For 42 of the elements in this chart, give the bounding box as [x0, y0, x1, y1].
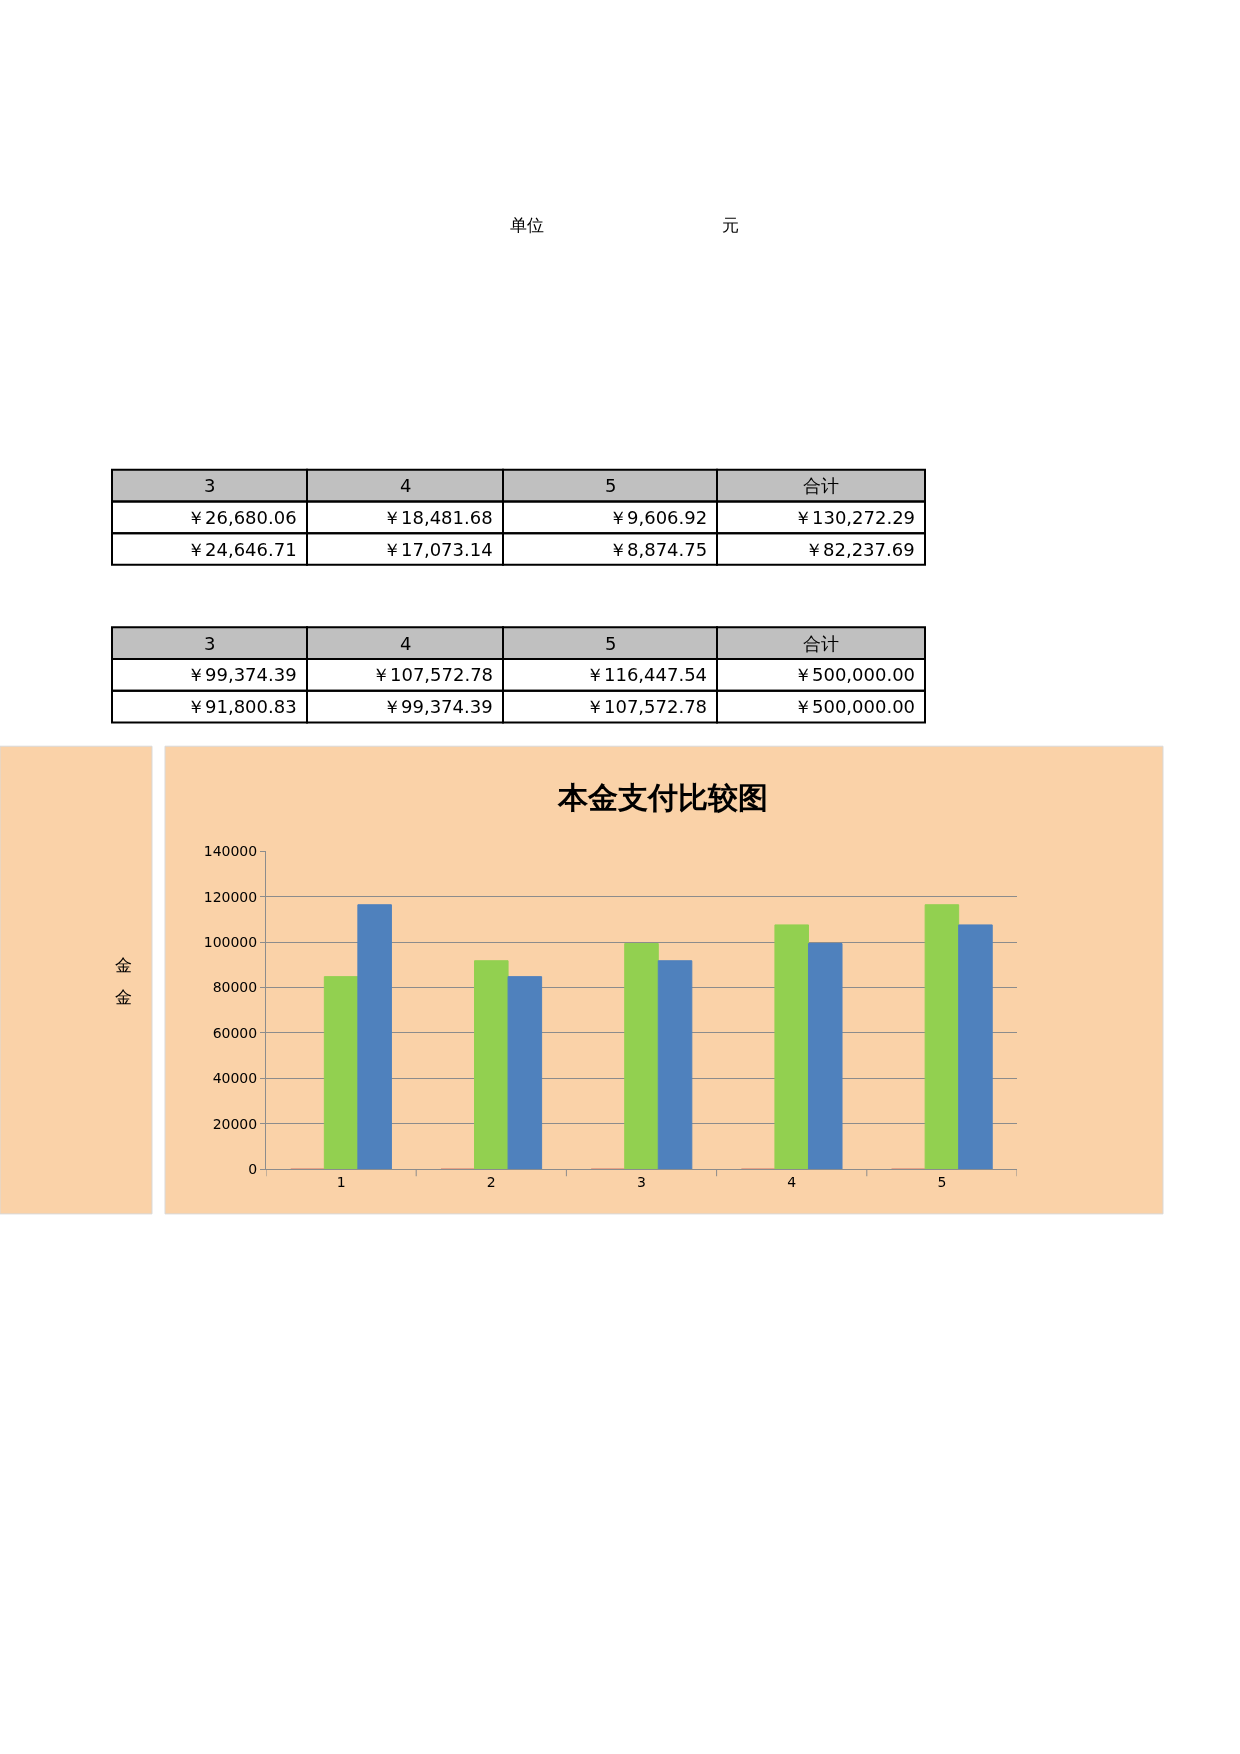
y-tick-label: 60000	[212, 1024, 258, 1041]
text: ￥130,272.29	[794, 507, 916, 528]
text: 3	[204, 633, 216, 654]
text: ￥82,237.69	[805, 539, 915, 560]
text: 3	[204, 475, 216, 496]
y-tick-label: 100000	[203, 934, 258, 951]
text: ￥18,481.68	[383, 507, 493, 528]
y-tick-label: 80000	[212, 979, 258, 996]
x-tick-label: 1	[336, 1174, 346, 1191]
text: ￥99,374.39	[187, 664, 297, 685]
x-tick-label: 2	[486, 1174, 496, 1191]
text: 金	[115, 955, 132, 975]
text: 合计	[803, 475, 839, 496]
text: ￥500,000.00	[794, 696, 916, 717]
y-tick-label: 40000	[212, 1070, 258, 1087]
text: ￥107,572.78	[586, 696, 708, 717]
text: 4	[400, 633, 412, 654]
text: ￥17,073.14	[383, 539, 493, 560]
x-tick-label: 5	[937, 1174, 947, 1191]
text: 金	[115, 987, 132, 1007]
text: ￥116,447.54	[586, 664, 708, 685]
text: 单位	[510, 215, 544, 235]
x-tick-label: 3	[637, 1174, 646, 1191]
text: ￥99,374.39	[383, 696, 493, 717]
text: ￥91,800.83	[187, 696, 297, 717]
text: ￥24,646.71	[187, 539, 297, 560]
text: 合计	[803, 633, 839, 654]
y-tick-label: 0	[248, 1161, 258, 1178]
y-tick-label: 120000	[203, 888, 258, 905]
text: 5	[605, 633, 617, 654]
text: ￥9,606.92	[609, 507, 708, 528]
text: ￥500,000.00	[794, 664, 916, 685]
text: 5	[605, 475, 617, 496]
text: ￥8,874.75	[609, 539, 708, 560]
x-tick-label: 4	[787, 1174, 797, 1191]
text: ￥26,680.06	[187, 507, 297, 528]
y-tick-label: 140000	[203, 843, 258, 860]
y-tick-label: 20000	[212, 1115, 258, 1132]
chart-title: 本金支付比较图	[557, 779, 768, 815]
text: ￥107,572.78	[372, 664, 494, 685]
text: 4	[400, 475, 412, 496]
text: 元	[722, 215, 739, 235]
